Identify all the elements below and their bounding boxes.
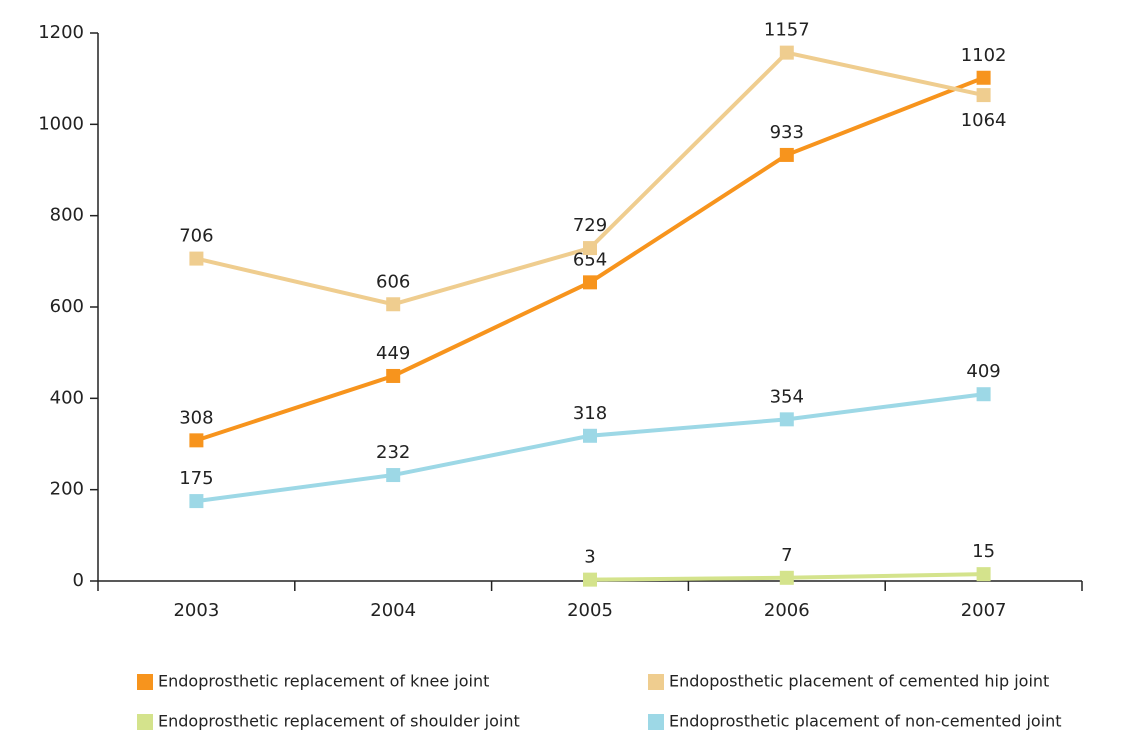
y-tick-label: 1000 xyxy=(38,113,84,134)
legend-swatch xyxy=(648,714,664,730)
data-label: 729 xyxy=(573,215,607,236)
x-tick-label: 2005 xyxy=(567,600,613,621)
data-label: 1102 xyxy=(961,45,1007,66)
data-label: 606 xyxy=(376,271,410,292)
point-marker xyxy=(976,88,991,103)
y-tick-label: 0 xyxy=(73,570,84,591)
x-tick-label: 2004 xyxy=(370,600,416,621)
data-label: 7 xyxy=(781,545,792,566)
data-label: 354 xyxy=(770,386,804,407)
point-marker xyxy=(386,368,401,383)
point-marker xyxy=(189,251,204,266)
legend-label: Endoposthetic placement of cemented hip … xyxy=(669,672,1049,691)
data-label: 1157 xyxy=(764,20,810,41)
x-tick-label: 2003 xyxy=(173,600,219,621)
y-tick-label: 400 xyxy=(50,387,84,408)
y-tick-label: 800 xyxy=(50,205,84,226)
data-label: 318 xyxy=(573,403,607,424)
legend-swatch xyxy=(648,674,664,690)
legend-label: Endoprosthetic placement of non-cemented… xyxy=(669,712,1062,731)
x-tick-label: 2006 xyxy=(764,600,810,621)
y-tick-label: 1200 xyxy=(38,22,84,43)
data-label: 3 xyxy=(584,547,595,568)
x-tick-label: 2007 xyxy=(961,600,1007,621)
data-label: 232 xyxy=(376,442,410,463)
point-marker xyxy=(779,147,794,162)
y-tick-label: 200 xyxy=(50,479,84,500)
y-tick-label: 600 xyxy=(50,296,84,317)
point-marker xyxy=(583,572,597,587)
data-label: 1064 xyxy=(961,110,1007,131)
point-marker xyxy=(976,70,991,85)
legend-swatch xyxy=(137,714,153,730)
point-marker xyxy=(779,570,794,585)
point-marker xyxy=(386,468,401,483)
point-marker xyxy=(583,275,597,290)
data-label: 175 xyxy=(179,468,213,489)
point-marker xyxy=(779,412,794,427)
legend-label: Endoprosthetic replacement of shoulder j… xyxy=(158,712,520,731)
data-label: 449 xyxy=(376,343,410,364)
data-label: 15 xyxy=(972,541,995,562)
point-marker xyxy=(779,45,794,60)
data-label: 308 xyxy=(179,407,213,428)
data-label: 409 xyxy=(966,361,1000,382)
legend-label: Endoprosthetic replacement of knee joint xyxy=(158,672,489,691)
point-marker xyxy=(976,567,991,582)
point-marker xyxy=(189,494,204,509)
point-marker xyxy=(976,387,991,402)
data-label: 654 xyxy=(573,249,607,270)
data-label: 706 xyxy=(179,226,213,247)
point-marker xyxy=(583,241,597,256)
data-label: 933 xyxy=(770,122,804,143)
point-marker xyxy=(386,297,401,312)
legend-swatch xyxy=(137,674,153,690)
point-marker xyxy=(583,428,597,443)
point-marker xyxy=(189,433,204,448)
